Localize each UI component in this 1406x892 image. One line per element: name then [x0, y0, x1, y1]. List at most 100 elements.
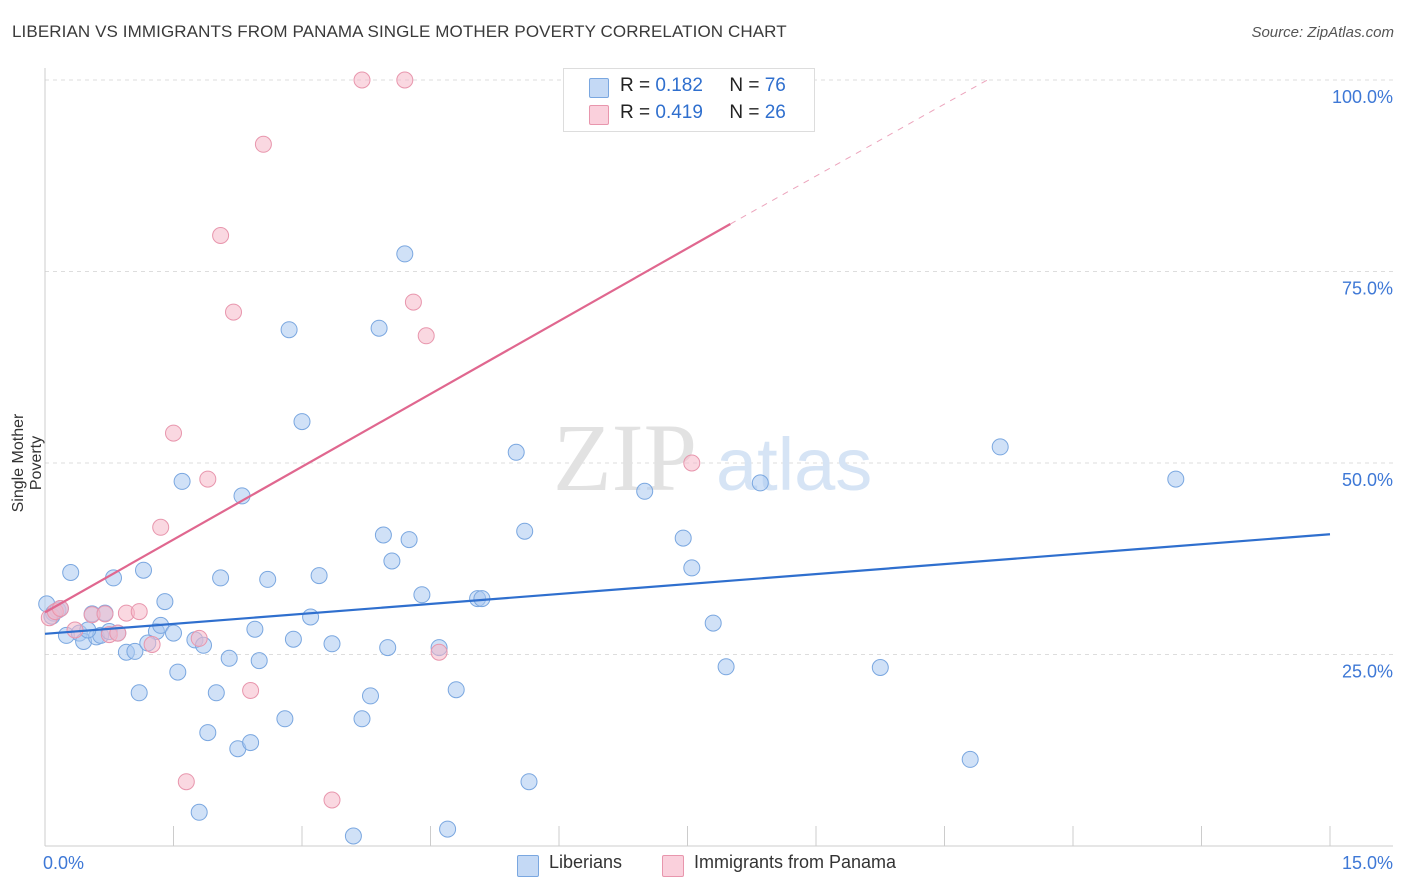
point-liberians [165, 624, 182, 642]
point-panama [417, 327, 435, 345]
point-panama [683, 454, 701, 472]
point-panama [177, 773, 195, 791]
legend-swatch-blue [589, 78, 609, 98]
point-liberians [284, 630, 302, 648]
point-liberians [169, 663, 187, 681]
point-liberians [62, 564, 80, 581]
point-panama [323, 791, 341, 809]
point-liberians [751, 474, 769, 492]
chart-title: LIBERIAN VS IMMIGRANTS FROM PANAMA SINGL… [12, 22, 787, 41]
point-liberians [379, 639, 397, 657]
n-value-liberians: 76 [764, 75, 786, 96]
point-liberians [280, 321, 298, 339]
point-panama [353, 71, 371, 89]
n-label: N = [729, 75, 760, 96]
point-liberians [156, 593, 174, 611]
series-legend: Liberians Immigrants from Panama [0, 852, 1406, 878]
point-liberians [383, 552, 401, 570]
point-liberians [374, 526, 392, 544]
point-liberians [242, 734, 260, 752]
point-panama [254, 135, 272, 153]
point-liberians [370, 319, 388, 337]
point-liberians [447, 681, 465, 699]
point-panama [225, 303, 242, 321]
point-liberians [135, 561, 152, 579]
point-liberians [396, 245, 414, 263]
watermark-zip: ZIP [553, 404, 697, 511]
point-liberians [173, 472, 191, 490]
point-panama [430, 643, 448, 661]
point-panama [152, 518, 170, 536]
point-panama [396, 71, 414, 89]
point-panama [242, 682, 260, 699]
legend-label-panama: Immigrants from Panama [694, 852, 897, 872]
watermark-atlas: atlas [716, 423, 872, 506]
legend-swatch-pink [662, 855, 684, 877]
x-tick-label-max: 15.0% [1342, 853, 1393, 873]
point-panama [96, 605, 114, 623]
data-points [38, 71, 1185, 845]
point-liberians [871, 659, 889, 676]
point-liberians [413, 586, 431, 604]
point-panama [130, 603, 148, 621]
point-liberians [507, 443, 525, 461]
point-liberians [220, 649, 238, 667]
point-liberians [961, 750, 979, 768]
point-liberians [704, 614, 722, 632]
point-panama [404, 293, 422, 311]
point-liberians [276, 710, 294, 728]
y-tick-label: 50.0% [1342, 470, 1393, 490]
y-tick-label: 75.0% [1342, 279, 1393, 299]
point-liberians [199, 724, 217, 742]
source-credit: Source: ZipAtlas.com [1251, 24, 1394, 41]
r-value-liberians: 0.182 [655, 75, 703, 96]
trend-line-panama [44, 223, 731, 614]
point-liberians [190, 803, 208, 821]
tick-labels: 25.0% 50.0% 75.0% 100.0% 0.0% 15.0% [43, 87, 1393, 873]
point-liberians [362, 687, 379, 705]
point-liberians [246, 620, 264, 638]
x-tick-label-min: 0.0% [43, 853, 84, 873]
point-liberians [991, 438, 1009, 456]
point-liberians [293, 413, 311, 431]
point-panama [199, 470, 217, 488]
point-panama [212, 227, 230, 244]
point-liberians [636, 482, 654, 500]
point-liberians [439, 820, 457, 838]
point-liberians [717, 658, 735, 676]
legend-label-liberians: Liberians [549, 852, 623, 872]
correlation-legend: R = 0.182 N = 76 R = 0.419 N = 26 [563, 68, 815, 132]
point-liberians [212, 569, 230, 587]
point-liberians [323, 635, 341, 653]
y-tick-label: 100.0% [1332, 87, 1393, 107]
y-tick-label: 25.0% [1342, 662, 1393, 682]
point-liberians [259, 570, 277, 588]
point-liberians [130, 684, 148, 702]
point-liberians [250, 652, 268, 670]
r-value-panama: 0.419 [655, 102, 703, 123]
n-label: N = [729, 102, 760, 123]
trend-line-panama-extension [730, 79, 988, 225]
point-liberians [302, 608, 320, 626]
watermark: ZIP atlas [553, 404, 872, 511]
point-liberians [520, 773, 538, 791]
axes [44, 68, 1393, 847]
legend-swatch-blue [517, 855, 539, 877]
n-value-panama: 26 [764, 102, 786, 123]
point-liberians [674, 529, 692, 547]
point-liberians [344, 827, 362, 845]
point-liberians [1167, 470, 1185, 488]
trend-line-liberians [44, 533, 1331, 635]
point-panama [143, 636, 161, 653]
r-label: R = [620, 102, 651, 123]
point-liberians [310, 567, 328, 585]
point-liberians [516, 522, 534, 540]
legend-swatch-pink [589, 105, 609, 125]
point-liberians [353, 710, 371, 728]
trend-lines [44, 79, 1331, 635]
r-label: R = [620, 75, 651, 96]
point-liberians [126, 642, 144, 660]
point-liberians [683, 559, 701, 577]
point-liberians [400, 531, 418, 549]
point-panama [190, 629, 208, 647]
